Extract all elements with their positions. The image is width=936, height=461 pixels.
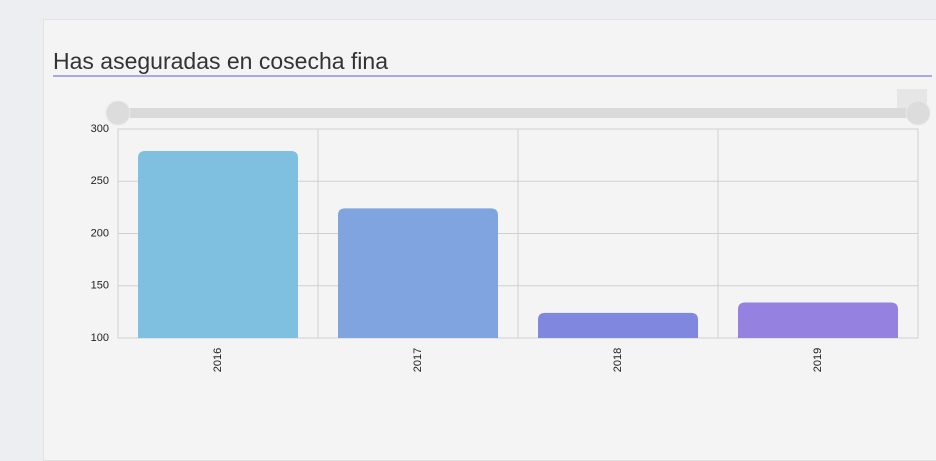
y-tick-label: 250 [91, 175, 109, 187]
y-tick-label: 150 [91, 280, 109, 292]
bar [338, 208, 498, 338]
bar [538, 312, 698, 338]
range-slider-handle[interactable] [105, 100, 131, 126]
y-tick-label: 300 [91, 123, 109, 135]
bar [738, 302, 898, 338]
range-slider-track[interactable] [118, 108, 918, 118]
range-slider-handle[interactable] [905, 100, 931, 126]
y-tick-label: 200 [91, 227, 109, 239]
chart-title: Has aseguradas en cosecha fina [53, 48, 388, 74]
page: Has aseguradas en cosecha fina 100 150 200… [43, 19, 936, 461]
x-tick-label: 2019 [812, 348, 824, 372]
chart: Has aseguradas en cosecha fina 100 150 200… [53, 48, 932, 372]
y-tick-label: 100 [91, 332, 109, 344]
x-tick-label: 2017 [412, 348, 424, 372]
x-tick-label: 2018 [612, 348, 624, 372]
bar [138, 150, 298, 338]
x-tick-label: 2016 [212, 348, 224, 372]
